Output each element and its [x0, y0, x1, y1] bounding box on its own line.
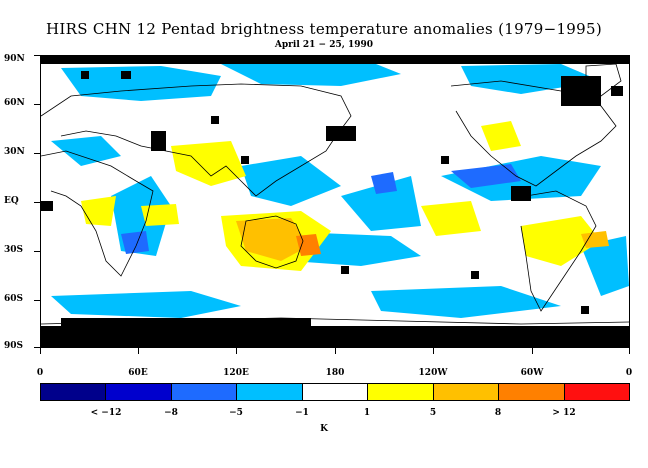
lon-tick	[335, 348, 336, 354]
moderate-positive-anomaly	[236, 218, 309, 261]
legend-swatch-3	[237, 384, 303, 400]
legend-label: < −12	[90, 408, 122, 418]
missing-data-block	[61, 318, 311, 328]
moderate-positive-anomaly	[581, 231, 609, 248]
legend-swatch-0	[41, 384, 107, 400]
coastline-south-america	[520, 190, 597, 312]
lon-label-0-east: 0	[625, 368, 633, 378]
missing-data-block	[41, 201, 53, 211]
legend-label: > 12	[552, 408, 576, 418]
coastline-north-america	[450, 80, 617, 187]
negative-anomaly-region	[51, 291, 241, 318]
lon-tick	[532, 348, 533, 354]
missing-data-block	[121, 71, 131, 79]
lon-tick	[236, 348, 237, 354]
negative-anomaly-region	[581, 236, 629, 296]
lat-label-60n: 60N	[4, 98, 25, 108]
lat-label-90s: 90S	[4, 341, 24, 351]
lon-tick	[433, 348, 434, 354]
strong-negative-anomaly	[371, 172, 397, 194]
lon-tick	[629, 348, 630, 354]
positive-anomaly-region	[521, 216, 601, 266]
legend-label: −1	[295, 408, 309, 418]
lat-label-90n: 90N	[4, 54, 25, 64]
negative-anomaly-region	[221, 62, 401, 86]
lat-tick	[34, 251, 40, 252]
lon-label-60w: 60W	[520, 368, 544, 378]
missing-data-block	[611, 86, 623, 96]
anomaly-map-canvas	[41, 56, 629, 347]
anomaly-map	[40, 55, 630, 348]
negative-anomaly-region	[61, 66, 221, 101]
legend-swatch-6	[433, 384, 500, 400]
lat-tick	[34, 300, 40, 301]
coastlines	[41, 63, 629, 325]
legend-label: 8	[494, 408, 502, 418]
color-legend	[40, 383, 630, 401]
map-title: HIRS CHN 12 Pentad brightness temperatur…	[46, 20, 602, 38]
coastline-eurasia	[41, 83, 352, 197]
legend-swatch-4	[302, 384, 369, 400]
missing-data-block	[211, 116, 219, 124]
positive-anomaly-region	[171, 141, 246, 186]
map-subtitle: April 21 − 25, 1990	[274, 40, 374, 50]
lat-label-30n: 30N	[4, 147, 25, 157]
missing-data-block	[151, 131, 166, 151]
positive-anomaly-region	[81, 196, 116, 226]
missing-data-block	[561, 76, 601, 106]
coastline-africa	[41, 150, 154, 277]
lat-tick	[34, 153, 40, 154]
coastline-antarctica	[41, 317, 629, 325]
lon-label-0: 0	[36, 368, 44, 378]
lat-label-60s: 60S	[4, 294, 24, 304]
strong-negative-anomaly	[121, 231, 149, 254]
lon-tick	[138, 348, 139, 354]
lon-tick	[40, 348, 41, 354]
missing-data-block	[81, 71, 89, 79]
legend-label: 5	[429, 408, 437, 418]
coastline-greenland	[585, 63, 622, 97]
strong-negative-anomaly	[451, 164, 521, 188]
missing-data-block	[341, 266, 349, 274]
missing-data-block	[471, 271, 479, 279]
missing-data-block	[326, 126, 356, 141]
missing-data-block	[41, 56, 629, 64]
missing-data-block	[41, 326, 629, 347]
negative-anomaly-region	[371, 286, 561, 318]
coastline-australia	[240, 215, 304, 269]
positive-anomaly-region	[481, 121, 521, 151]
missing-data-block	[241, 156, 249, 164]
negative-anomaly-region	[241, 156, 341, 206]
missing-data-block	[441, 156, 449, 164]
legend-unit: K	[320, 424, 328, 434]
lat-tick	[34, 55, 40, 56]
legend-label: −8	[164, 408, 178, 418]
missing-data-block	[511, 186, 531, 201]
legend-label: −5	[229, 408, 243, 418]
legend-swatch-5	[368, 384, 434, 400]
lat-tick	[34, 104, 40, 105]
lat-label-30s: 30S	[4, 245, 24, 255]
missing-data	[41, 56, 629, 347]
lon-label-60e: 60E	[128, 368, 148, 378]
anomaly-fields	[51, 62, 629, 318]
lon-label-120e: 120E	[223, 368, 249, 378]
negative-anomaly-region	[51, 136, 121, 166]
lon-label-180: 180	[325, 368, 345, 378]
legend-swatch-2	[171, 384, 238, 400]
legend-swatch-7	[499, 384, 565, 400]
positive-anomaly-region	[421, 201, 481, 236]
lat-tick	[34, 347, 40, 348]
legend-swatch-1	[106, 384, 172, 400]
legend-label: 1	[363, 408, 371, 418]
lon-label-120w: 120W	[418, 368, 448, 378]
lat-label-eq: EQ	[4, 196, 19, 206]
lat-tick	[34, 202, 40, 203]
missing-data-block	[581, 306, 589, 314]
negative-anomaly-region	[341, 176, 421, 231]
positive-anomaly-region	[141, 204, 179, 226]
legend-swatch-8	[564, 384, 629, 400]
